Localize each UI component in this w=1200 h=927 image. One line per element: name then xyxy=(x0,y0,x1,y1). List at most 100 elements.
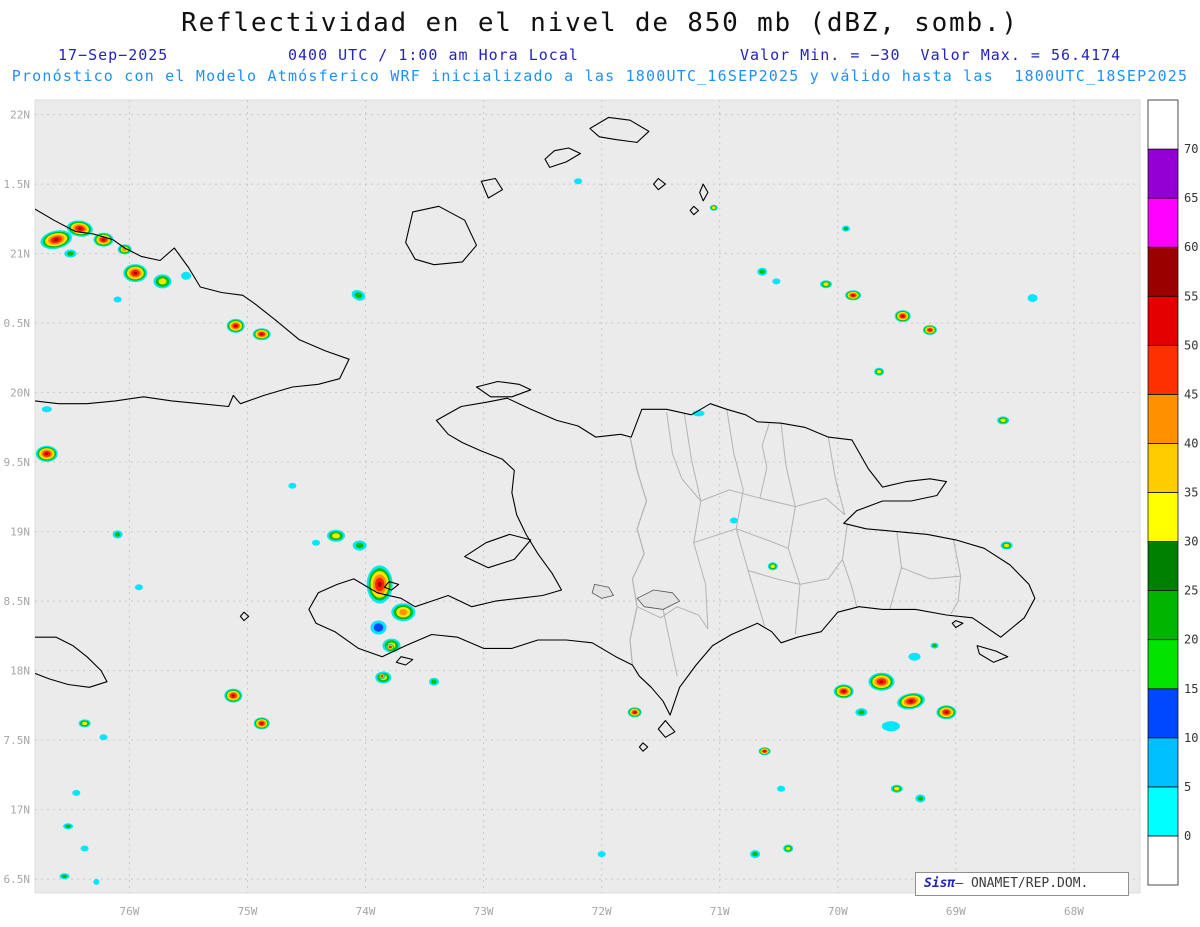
coastline-gonave xyxy=(464,533,532,569)
model-info-line: Pronóstico con el Modelo Atmósferico WRF… xyxy=(11,67,1189,85)
haiti-dr-border xyxy=(629,436,648,666)
colorbar-segment xyxy=(1147,148,1179,199)
reflectivity-cell xyxy=(386,644,395,650)
reflectivity-cell xyxy=(366,565,393,604)
reflectivity-cell xyxy=(783,844,794,853)
reflectivity-cell xyxy=(574,178,583,185)
coastline-saona xyxy=(976,645,1009,663)
province-line xyxy=(700,489,846,516)
y-axis-label: 21N xyxy=(10,248,30,261)
reflectivity-cell xyxy=(123,264,148,283)
colorbar-segment xyxy=(1147,835,1179,886)
reflectivity-cell xyxy=(99,734,108,741)
page-title: Reflectividad en el nivel de 850 mb (dBZ… xyxy=(181,8,1019,38)
x-axis-label: 70W xyxy=(828,905,848,918)
reflectivity-cell xyxy=(379,673,386,680)
reflectivity-cell xyxy=(113,296,122,303)
reflectivity-cell xyxy=(224,688,243,703)
colorbar: 0 5 10 15 20 25 30 35 40 45 50 55 60 65 70 xyxy=(1147,99,1198,886)
reflectivity-cell xyxy=(729,517,738,524)
lake-outline xyxy=(591,583,615,599)
reflectivity-cell xyxy=(78,719,91,728)
reflectivity-cell xyxy=(253,717,270,730)
sispi-logo: Sisπ xyxy=(924,876,956,891)
colorbar-segment xyxy=(1147,295,1179,346)
coastline-south-caicos xyxy=(653,177,666,191)
reflectivity-cell xyxy=(922,325,937,335)
reflectivity-cell xyxy=(327,529,345,542)
reflectivity-cell xyxy=(80,845,89,852)
colorbar-tick-label: 25 xyxy=(1184,584,1198,598)
y-axis-label: 9.5N xyxy=(4,456,31,469)
reflectivity-cell xyxy=(41,406,52,413)
reflectivity-cell xyxy=(868,672,895,691)
reflectivity-cell xyxy=(930,642,939,649)
province-line xyxy=(901,567,961,580)
reflectivity-cell xyxy=(153,274,172,289)
coastline-navassa xyxy=(239,611,250,622)
y-axis-label: 22N xyxy=(10,109,30,122)
colorbar-segment xyxy=(1147,590,1179,641)
reflectivity-cell xyxy=(874,367,885,376)
reflectivity-cell xyxy=(351,290,366,301)
reflectivity-cell xyxy=(1000,541,1013,550)
x-axis-label: 71W xyxy=(710,905,730,918)
reflectivity-cell xyxy=(181,271,192,280)
reflectivity-cell xyxy=(627,707,642,718)
y-axis-label: 18N xyxy=(10,665,30,678)
reflectivity-cell xyxy=(833,684,854,699)
y-axis-label: 0.5N xyxy=(4,317,31,330)
y-axis-label: 20N xyxy=(10,387,30,400)
colorbar-segment xyxy=(1147,344,1179,395)
province-line xyxy=(693,528,789,549)
y-axis-label: 17N xyxy=(10,804,30,817)
province-line xyxy=(666,412,702,502)
province-line xyxy=(827,437,846,516)
reflectivity-cell xyxy=(772,278,781,285)
value-min-max: Valor Min. = −30 Valor Max. = 56.4174 xyxy=(740,46,1122,64)
y-axis-label: 1.5N xyxy=(4,178,31,191)
province-line xyxy=(759,423,770,499)
y-axis-label: 6.5N xyxy=(4,873,31,886)
coastline-great-inagua xyxy=(405,205,478,266)
coastline-providenciales xyxy=(544,147,581,168)
forecast-date: 17−Sep−2025 xyxy=(58,46,169,64)
reflectivity-cell xyxy=(758,747,771,756)
colorbar-tick-label: 40 xyxy=(1184,436,1198,450)
coastline-alto-velo xyxy=(638,742,649,752)
province-line xyxy=(636,606,709,630)
x-axis-label: 68W xyxy=(1064,905,1084,918)
reflectivity-cell xyxy=(845,290,862,301)
colorbar-tick-label: 10 xyxy=(1184,731,1198,745)
reflectivity-cell xyxy=(997,416,1010,425)
axis-labels: 76W 75W 74W 73W 72W 71W 70W 69W 68W 22N 1.5N 21N 0.5… xyxy=(4,109,1085,918)
x-axis-label: 76W xyxy=(119,905,139,918)
colorbar-tick-label: 70 xyxy=(1184,142,1198,156)
reflectivity-cell xyxy=(757,267,768,276)
reflectivity-cell xyxy=(777,785,786,792)
reflectivity-cell xyxy=(391,603,416,622)
reflectivity-cell xyxy=(352,540,367,551)
province-line xyxy=(780,423,801,635)
coastline-catalina xyxy=(951,620,964,629)
plot-background xyxy=(34,99,1141,894)
coastline-hispaniola xyxy=(308,397,1036,716)
reflectivity-cell xyxy=(820,280,832,289)
colorbar-tick-label: 65 xyxy=(1184,191,1198,205)
attribution-box: Sisπ— ONAMET/REP.DOM. xyxy=(915,872,1129,896)
reflectivity-cell xyxy=(93,878,100,885)
coastline-beata xyxy=(657,720,676,738)
reflectivity-cell xyxy=(890,784,903,793)
colorbar-segment xyxy=(1147,737,1179,788)
colorbar-segment xyxy=(1147,197,1179,248)
reflectivity-cell xyxy=(312,539,320,546)
reflectivity-cells xyxy=(35,178,1038,885)
reflectivity-cell xyxy=(288,482,297,489)
attribution-text: — ONAMET/REP.DOM. xyxy=(955,876,1089,891)
colorbar-tick-label: 5 xyxy=(1184,780,1191,794)
reflectivity-cell xyxy=(881,721,900,732)
reflectivity-cell xyxy=(897,692,925,710)
colorbar-tick-label: 55 xyxy=(1184,289,1198,303)
colorbar-segment xyxy=(1147,786,1179,837)
